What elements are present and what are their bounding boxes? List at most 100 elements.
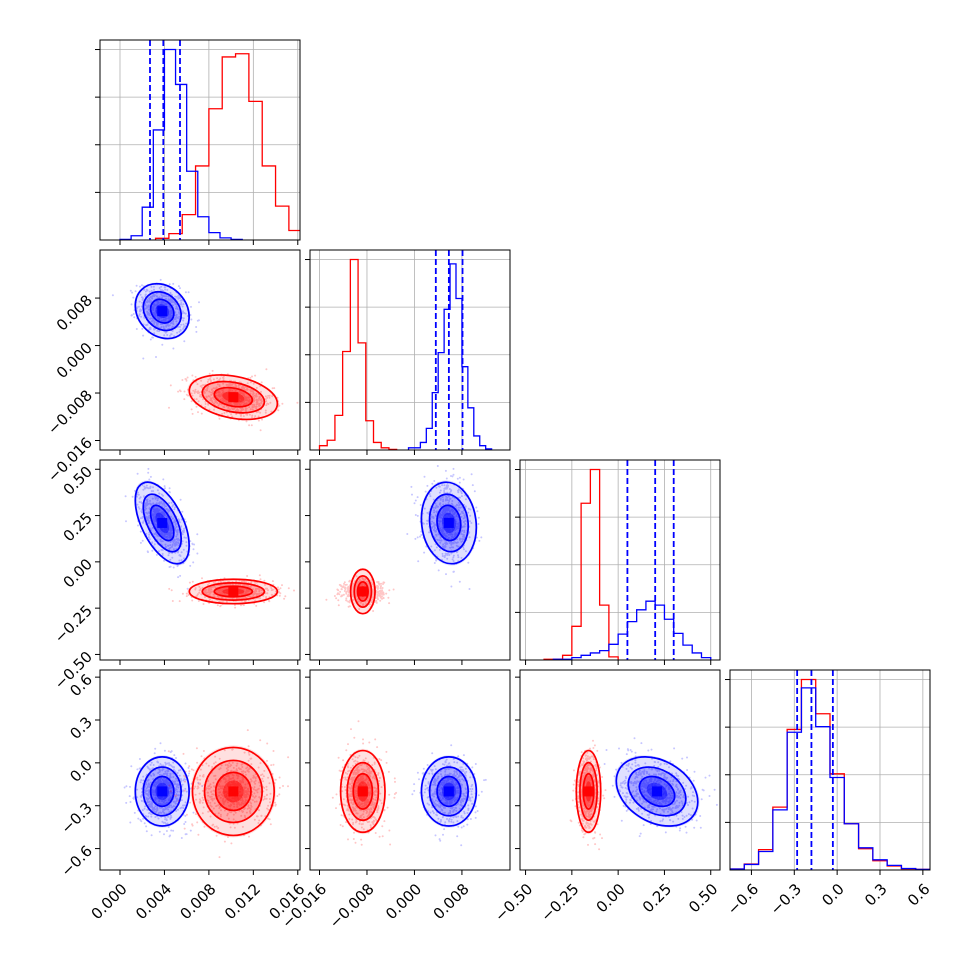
sample-point — [221, 592, 224, 595]
sample-point — [425, 545, 428, 548]
sample-point — [163, 803, 166, 806]
sample-point — [161, 301, 164, 303]
sample-point — [210, 388, 213, 391]
sample-point — [252, 389, 255, 392]
sample-point — [177, 285, 180, 288]
sample-point — [164, 763, 167, 766]
sample-point — [169, 776, 172, 779]
sample-point — [136, 472, 139, 475]
sample-point — [201, 785, 204, 787]
sample-point — [224, 393, 227, 396]
sample-point — [223, 397, 225, 400]
sample-point — [210, 393, 213, 396]
sample-point — [176, 790, 179, 793]
sample-point — [169, 558, 172, 561]
sample-point — [225, 589, 228, 592]
sample-point — [158, 512, 161, 514]
sample-point — [165, 779, 168, 782]
sample-point — [406, 533, 409, 535]
sample-point — [450, 502, 453, 505]
sample-point — [145, 484, 148, 487]
sample-point — [153, 313, 156, 316]
sample-point — [239, 592, 242, 595]
sample-point — [221, 399, 224, 402]
sample-point — [130, 314, 133, 317]
sample-point — [182, 807, 185, 809]
sample-point — [340, 588, 343, 591]
sample-point — [182, 317, 185, 320]
sample-point — [156, 512, 159, 514]
sample-point — [443, 490, 446, 492]
sample-point — [459, 537, 461, 540]
sample-point — [256, 587, 259, 590]
sample-point — [220, 589, 223, 592]
sample-point — [125, 801, 128, 804]
sample-point — [169, 524, 172, 527]
sample-point — [163, 533, 166, 536]
sample-point — [176, 307, 179, 310]
sample-point — [153, 543, 156, 546]
sample-point — [151, 295, 154, 298]
sample-point — [242, 584, 245, 587]
sample-point — [224, 587, 227, 590]
sample-point — [149, 487, 152, 489]
sample-point — [443, 534, 446, 537]
sample-point — [235, 580, 238, 583]
sample-point — [339, 584, 342, 587]
sample-point — [181, 783, 184, 786]
sample-point — [156, 760, 159, 763]
sample-point — [182, 327, 185, 330]
sample-point — [138, 767, 141, 770]
panel-frame — [99, 39, 301, 241]
sample-point — [376, 587, 379, 589]
sample-point — [305, 578, 307, 580]
sample-point — [458, 476, 461, 479]
sample-point — [219, 605, 222, 608]
sample-point — [179, 299, 182, 302]
sample-point — [145, 532, 148, 535]
sample-point — [248, 401, 251, 404]
sample-point — [445, 513, 448, 515]
sample-point — [133, 796, 136, 799]
sample-point — [218, 600, 221, 602]
sample-point — [448, 500, 451, 502]
sample-point — [449, 533, 452, 536]
sample-point — [223, 395, 225, 398]
sample-point — [237, 597, 240, 600]
sample-point — [197, 392, 199, 395]
sample-point — [174, 796, 177, 799]
sample-point — [445, 552, 448, 555]
sample-point — [185, 393, 188, 396]
sample-point — [234, 403, 237, 406]
sample-point — [422, 522, 425, 525]
sample-point — [163, 504, 166, 507]
sample-point — [190, 408, 193, 411]
sample-point — [147, 503, 150, 505]
sample-point — [200, 412, 203, 415]
sample-point — [139, 781, 142, 784]
sample-point — [442, 534, 445, 537]
sample-point — [446, 528, 449, 531]
sample-point — [161, 531, 164, 534]
histogram-step-line — [543, 468, 619, 660]
sample-point — [210, 397, 212, 400]
sample-point — [224, 399, 227, 402]
sample-point — [455, 525, 458, 528]
sample-point — [264, 398, 267, 401]
sample-point — [167, 794, 170, 797]
sample-point — [347, 586, 350, 588]
sample-point — [221, 590, 224, 593]
sample-point — [218, 591, 221, 594]
sample-point — [196, 552, 199, 555]
sample-point — [444, 545, 447, 548]
sample-point — [165, 772, 168, 775]
sample-point — [193, 543, 196, 546]
sample-point — [164, 772, 167, 775]
sample-point — [207, 588, 210, 591]
sample-point — [197, 833, 200, 836]
sample-point — [179, 329, 182, 332]
sample-point — [215, 387, 218, 389]
sample-point — [178, 315, 181, 318]
sample-point — [160, 292, 163, 295]
sample-point — [180, 778, 182, 781]
